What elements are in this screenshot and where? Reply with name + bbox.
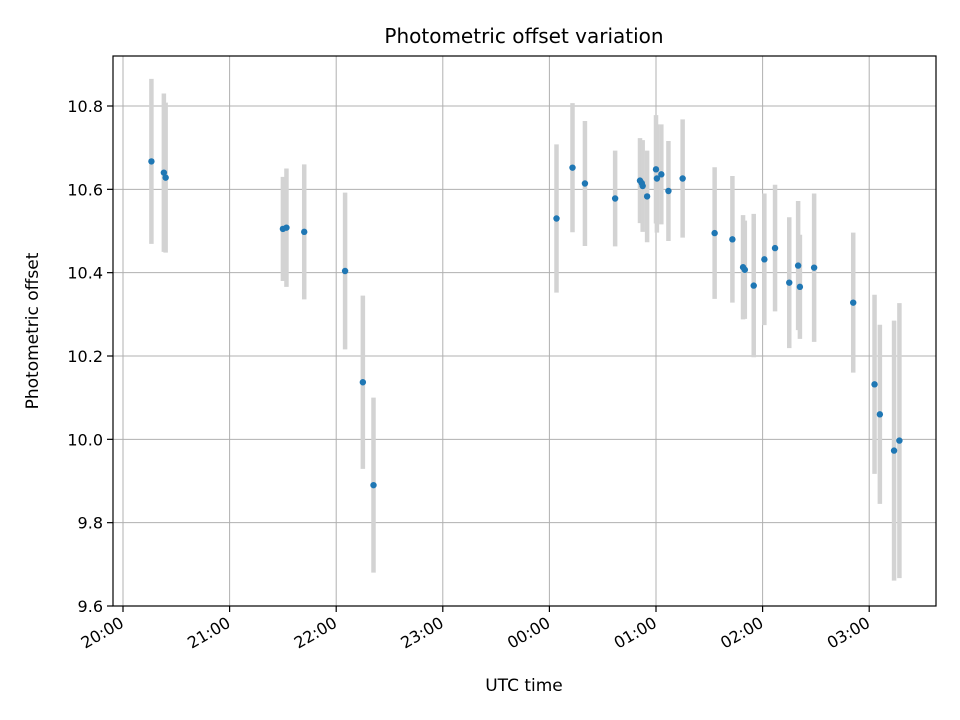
data-point (370, 481, 377, 489)
y-tick-label: 10.6 (67, 180, 103, 199)
y-tick-label: 10.0 (67, 430, 103, 449)
y-axis-label: Photometric offset (23, 252, 43, 409)
data-point (652, 166, 660, 173)
data-point (741, 266, 749, 273)
x-axis-label: UTC time (485, 676, 563, 696)
data-point (679, 175, 686, 182)
data-point (162, 174, 169, 181)
y-tick-label: 9.8 (78, 514, 103, 533)
data-point (871, 381, 878, 388)
plot-frame (112, 55, 937, 607)
data-point (653, 175, 661, 182)
data-point (359, 379, 367, 386)
data-point (796, 283, 804, 291)
y-axis-ticks: 9.6 9.8 10.0 10.2 10.4 10.6 10.8 (67, 97, 113, 616)
data-point (794, 262, 802, 269)
data-point (611, 195, 619, 202)
data-point (810, 264, 818, 271)
data-point (761, 256, 768, 263)
grid (113, 56, 936, 607)
data-point (301, 228, 308, 236)
data-point (876, 411, 884, 418)
data-point (711, 229, 718, 237)
data-point (786, 279, 793, 286)
data-point (148, 158, 155, 165)
y-tick-label: 10.2 (67, 347, 103, 366)
data-point (896, 437, 903, 444)
data-point (553, 215, 560, 222)
data-point (643, 193, 651, 200)
data-point (160, 169, 168, 176)
y-tick-label: 10.8 (67, 97, 103, 116)
data-point (729, 236, 736, 243)
data-point (890, 447, 898, 454)
data-point (569, 164, 576, 171)
data-point (850, 299, 857, 306)
y-tick-label: 10.4 (67, 264, 103, 283)
data-point (665, 187, 672, 195)
data-point (581, 180, 589, 187)
y-tick-label: 9.6 (78, 597, 103, 616)
data-point (750, 282, 757, 289)
data-point (771, 244, 779, 252)
data-point (283, 224, 290, 231)
data-point (341, 267, 349, 275)
data-point (639, 182, 646, 190)
chart-title: Photometric offset variation (384, 24, 663, 48)
data-point (658, 171, 665, 178)
data-points (148, 158, 903, 489)
